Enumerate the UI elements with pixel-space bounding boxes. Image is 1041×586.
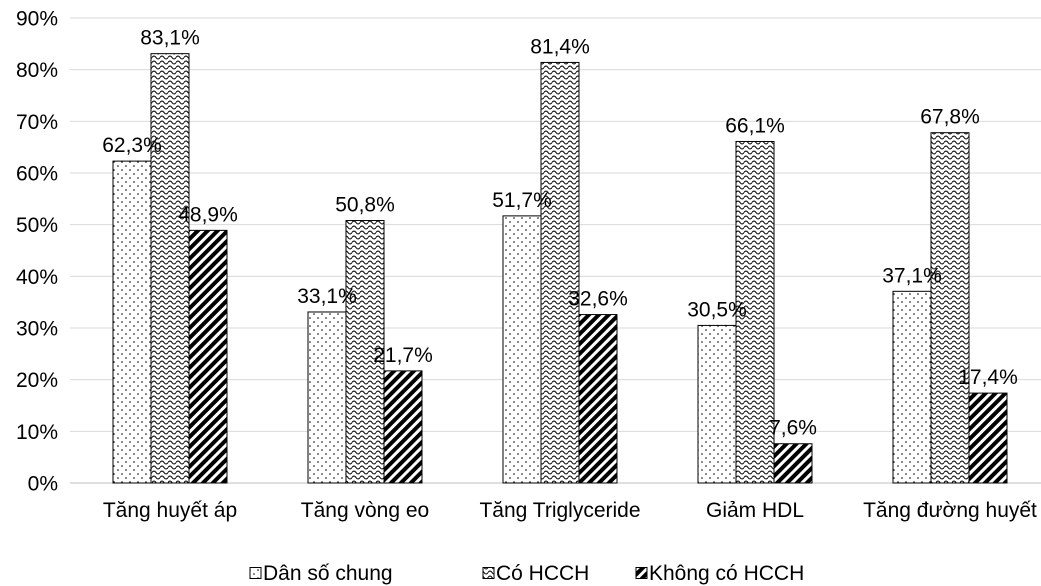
bar-series-2 xyxy=(150,53,190,484)
legend-item: Có HCCH xyxy=(482,562,589,585)
data-label: 32,6% xyxy=(568,288,628,311)
y-tick-label: 50% xyxy=(16,214,58,237)
bar-series-1 xyxy=(697,324,737,484)
bar-series-1 xyxy=(892,290,932,484)
legend-marker xyxy=(635,567,648,579)
y-tick-label: 90% xyxy=(16,8,58,31)
bar-series-2 xyxy=(345,220,385,484)
data-label: 51,7% xyxy=(492,189,552,212)
y-tick-label: 20% xyxy=(16,369,58,392)
data-label: 83,1% xyxy=(140,27,200,50)
data-label: 50,8% xyxy=(335,194,395,217)
legend-item: Không có HCCH xyxy=(635,562,804,585)
y-tick-label: 40% xyxy=(16,266,58,289)
bar-series-1 xyxy=(112,160,152,484)
bar-series-3 xyxy=(968,392,1008,484)
data-label: 30,5% xyxy=(687,298,747,321)
legend-label: Dân số chung xyxy=(263,562,393,585)
bars xyxy=(112,53,1008,484)
y-tick-label: 0% xyxy=(28,473,58,496)
category-label: Giảm HDL xyxy=(706,499,804,522)
legend-marker xyxy=(249,567,262,579)
data-label: 21,7% xyxy=(373,344,433,367)
x-axis: Tăng huyết áp Tăng vòng eo Tăng Triglyceri… xyxy=(103,499,1037,522)
y-tick-label: 70% xyxy=(16,111,58,134)
data-label: 7,6% xyxy=(769,417,817,440)
data-label: 33,1% xyxy=(297,285,357,308)
category-label: Tăng Triglyceride xyxy=(479,499,640,522)
data-label: 66,1% xyxy=(725,114,785,137)
legend-label: Không có HCCH xyxy=(649,562,804,585)
y-tick-label: 60% xyxy=(16,163,58,186)
data-label: 62,3% xyxy=(102,134,162,157)
category-label: Tăng huyết áp xyxy=(103,499,237,522)
y-tick-label: 30% xyxy=(16,318,58,341)
y-tick-label: 80% xyxy=(16,59,58,82)
legend-marker xyxy=(482,567,495,579)
bar-series-3 xyxy=(188,229,228,484)
data-label: 81,4% xyxy=(530,35,590,58)
legend-label: Có HCCH xyxy=(496,562,589,585)
data-label: 48,9% xyxy=(178,203,238,226)
legend-item: Dân số chung xyxy=(249,562,393,585)
bar-series-3 xyxy=(773,443,813,484)
bar-series-3 xyxy=(578,314,618,484)
bar-series-2 xyxy=(735,140,775,484)
data-label: 67,8% xyxy=(920,106,980,129)
y-axis: 0% 10% 20% 30% 40% 50% 60% 70% 80% 90% xyxy=(16,8,58,496)
legend: Dân số chung Có HCCH Không có HCCH xyxy=(249,562,804,585)
bar-series-1 xyxy=(502,215,542,484)
bar-series-2 xyxy=(540,61,580,484)
data-labels: 62,3% 83,1% 48,9% 33,1% 50,8% 21,7% 51,7% 81,4%… xyxy=(102,27,1018,440)
bar-series-2 xyxy=(930,132,970,484)
data-label: 37,1% xyxy=(882,264,942,287)
bar-series-3 xyxy=(383,370,423,484)
y-tick-label: 10% xyxy=(16,421,58,444)
category-label: Tăng vòng eo xyxy=(301,499,429,522)
category-label: Tăng đường huyết xyxy=(863,499,1037,522)
bar-series-1 xyxy=(307,311,347,484)
data-label: 17,4% xyxy=(958,366,1018,389)
